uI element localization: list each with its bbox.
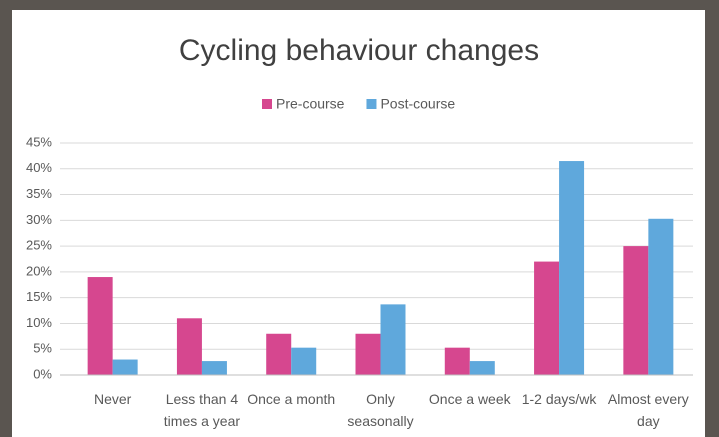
bar <box>623 246 648 375</box>
bar <box>291 348 316 375</box>
bar <box>356 334 381 375</box>
y-tick-label: 0% <box>33 366 52 381</box>
x-tick-label: Less than 4 times a year <box>158 388 246 432</box>
y-tick-label: 5% <box>33 341 52 356</box>
y-tick-label: 25% <box>26 238 52 253</box>
legend-swatch <box>262 99 272 109</box>
chart-title: Cycling behaviour changes <box>179 34 539 67</box>
bar <box>113 360 138 375</box>
bar <box>88 277 113 375</box>
bar <box>177 318 202 375</box>
x-tick-label: Once a week <box>426 388 514 410</box>
bar <box>381 304 406 375</box>
x-tick-label: Only seasonally <box>337 388 425 432</box>
x-tick-label: 1-2 days/wk <box>515 388 603 410</box>
bar <box>202 361 227 375</box>
x-tick-label: Almost every day <box>604 388 692 432</box>
bar <box>445 348 470 375</box>
legend-swatch <box>366 99 376 109</box>
y-tick-label: 20% <box>26 263 52 278</box>
y-tick-label: 30% <box>26 212 52 227</box>
x-tick-label: Never <box>69 388 157 410</box>
bar <box>266 334 291 375</box>
page: Cycling behaviour changes 0% 5% 10% 15% 20% 2… <box>0 0 719 437</box>
chart: Cycling behaviour changes 0% 5% 10% 15% 20% 2… <box>0 0 719 437</box>
y-tick-label: 15% <box>26 289 52 304</box>
y-tick-label: 10% <box>26 315 52 330</box>
y-tick-label: 40% <box>26 160 52 175</box>
bar <box>559 161 584 375</box>
y-tick-label: 45% <box>26 134 52 149</box>
bar <box>534 262 559 375</box>
bar <box>470 361 495 375</box>
y-tick-label: 35% <box>26 186 52 201</box>
legend-label: Pre-course <box>276 96 345 112</box>
x-tick-label: Once a month <box>247 388 335 410</box>
legend-label: Post-course <box>380 96 455 112</box>
bar <box>648 219 673 375</box>
